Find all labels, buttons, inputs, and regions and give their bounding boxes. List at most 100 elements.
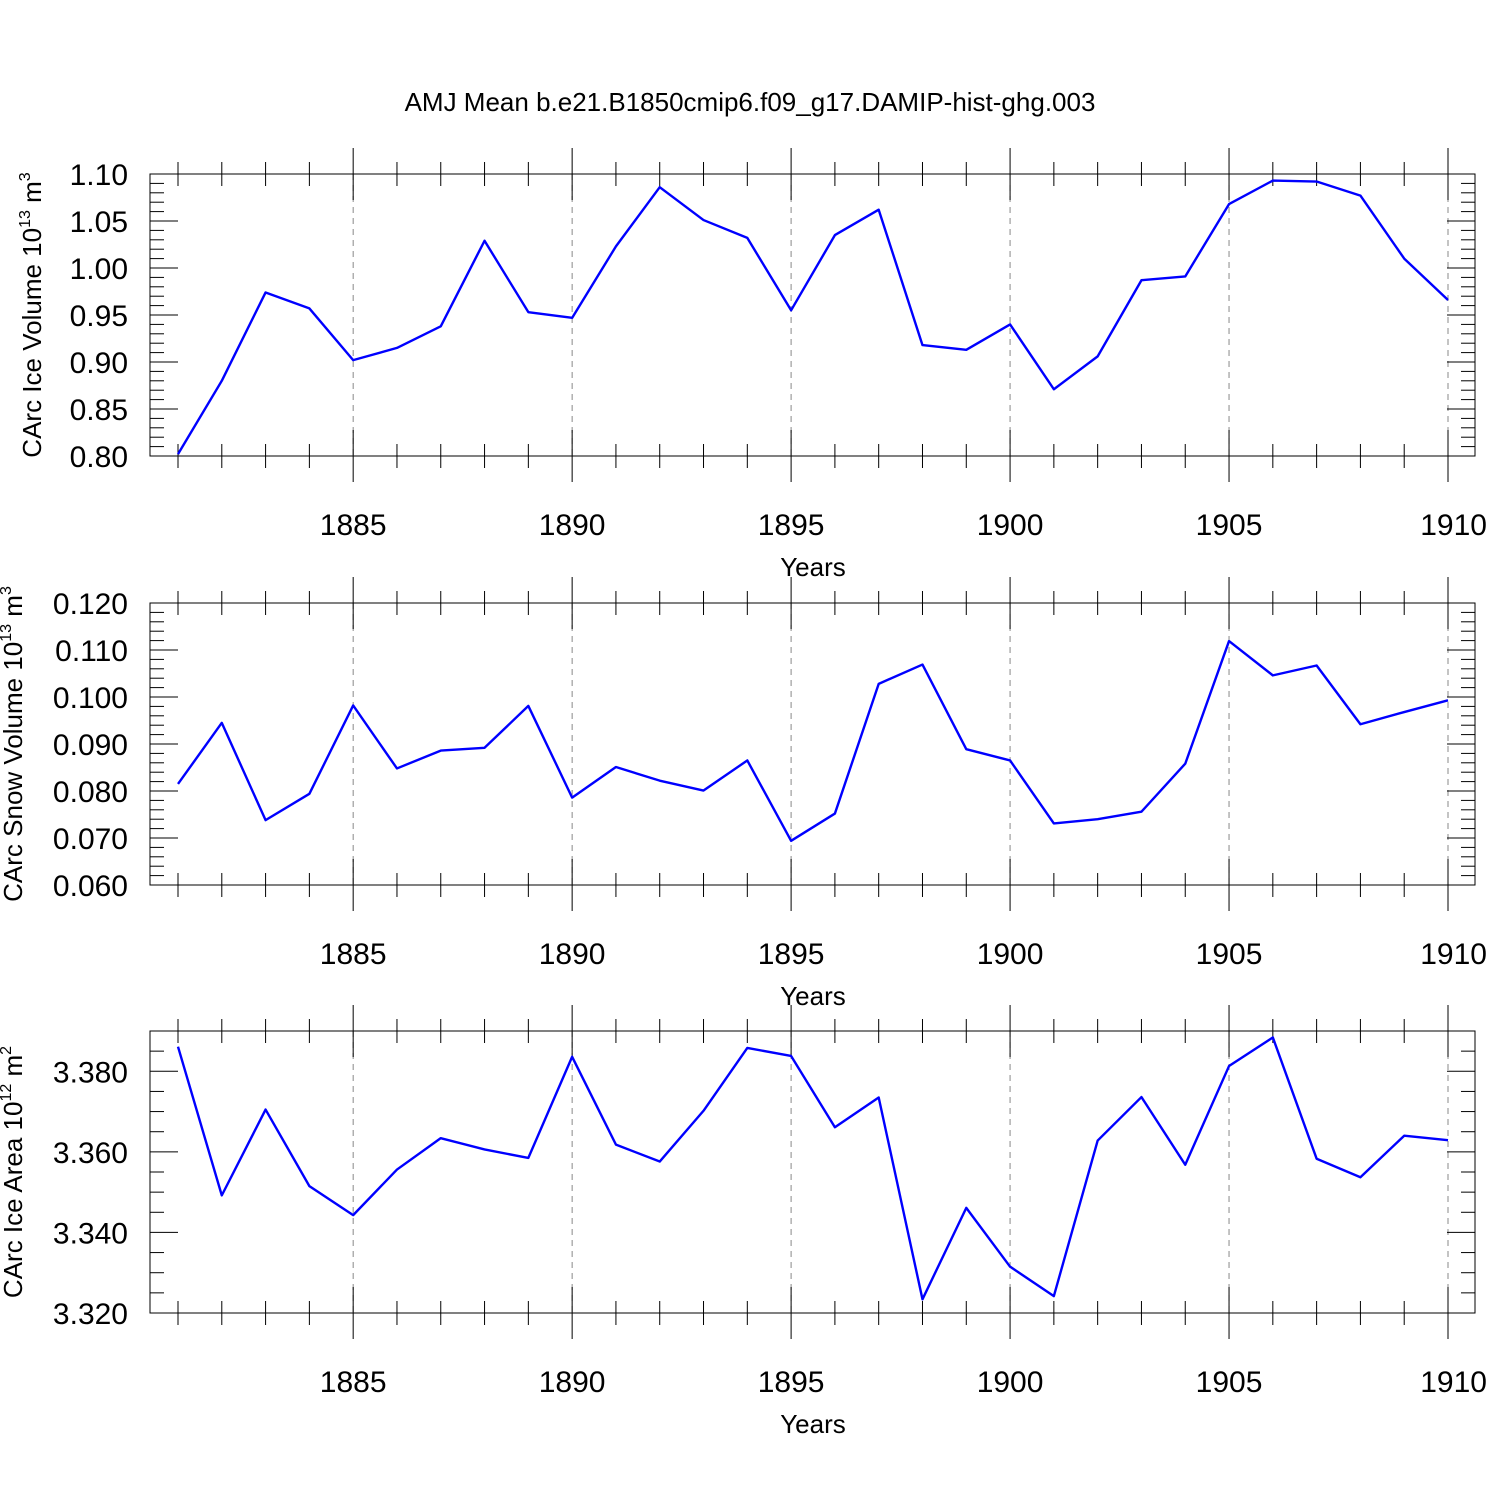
- data-point: [920, 1297, 924, 1301]
- data-point: [1183, 1163, 1187, 1167]
- x-tick-label: 1890: [539, 938, 606, 971]
- data-point: [1402, 257, 1406, 261]
- data-point: [1402, 1134, 1406, 1138]
- y-tick-label: 0.080: [53, 776, 128, 809]
- data-point: [439, 1136, 443, 1140]
- data-point: [220, 721, 224, 725]
- series-line: [177, 639, 1449, 843]
- data-point: [833, 812, 837, 816]
- data-point: [220, 1193, 224, 1197]
- data-point: [702, 789, 706, 793]
- x-tick-label: 1890: [539, 509, 606, 542]
- data-point: [395, 346, 399, 350]
- y-tick-label: 1.10: [70, 159, 128, 192]
- series-line: [176, 1036, 1449, 1301]
- data-point: [833, 1125, 837, 1129]
- data-point: [1008, 1265, 1012, 1269]
- data-point: [1227, 1064, 1231, 1068]
- data-point: [220, 379, 224, 383]
- data-point: [614, 765, 618, 769]
- data-point: [1402, 710, 1406, 714]
- x-tick-label: 1885: [320, 938, 387, 971]
- data-point: [351, 703, 355, 707]
- y-tick-label: 0.80: [70, 441, 128, 474]
- y-tick-label: 0.060: [53, 870, 128, 903]
- data-point: [526, 310, 530, 314]
- data-point: [351, 1213, 355, 1217]
- data-point: [789, 1054, 793, 1058]
- x-tick-label: 1885: [320, 509, 387, 542]
- data-point: [483, 746, 487, 750]
- y-tick-label: 0.95: [70, 300, 128, 333]
- y-tick-label: 3.320: [53, 1298, 128, 1331]
- data-point: [877, 1095, 881, 1099]
- chart-title: AMJ Mean b.e21.B1850cmip6.f09_g17.DAMIP-…: [405, 87, 1096, 117]
- data-point: [264, 1108, 268, 1112]
- y-tick-label: 0.120: [53, 588, 128, 621]
- data-point: [877, 682, 881, 686]
- data-point: [1052, 1294, 1056, 1298]
- data-point: [1096, 1139, 1100, 1143]
- data-point: [789, 308, 793, 312]
- data-point: [483, 1147, 487, 1151]
- data-point: [395, 1168, 399, 1172]
- data-point: [264, 818, 268, 822]
- data-point: [1096, 354, 1100, 358]
- x-axis-title: Years: [780, 552, 846, 582]
- data-point: [176, 782, 180, 786]
- data-point: [920, 343, 924, 347]
- data-point: [570, 796, 574, 800]
- data-point: [1315, 1157, 1319, 1161]
- x-tick-label: 1895: [758, 938, 825, 971]
- data-point: [439, 749, 443, 753]
- y-tick-label: 0.90: [70, 347, 128, 380]
- data-point: [745, 236, 749, 240]
- data-point: [1096, 817, 1100, 821]
- data-point: [877, 208, 881, 212]
- x-tick-label: 1900: [977, 1366, 1044, 1399]
- data-point: [745, 1046, 749, 1050]
- x-tick-label: 1905: [1196, 509, 1263, 542]
- y-tick-label: 3.360: [53, 1137, 128, 1170]
- data-point: [1358, 722, 1362, 726]
- data-point: [395, 766, 399, 770]
- data-point: [1446, 298, 1450, 302]
- x-tick-label: 1900: [977, 938, 1044, 971]
- x-tick-label: 1910: [1420, 938, 1487, 971]
- data-point: [658, 779, 662, 783]
- data-point: [1183, 762, 1187, 766]
- plot-frame: [149, 1030, 1476, 1314]
- data-point: [702, 1109, 706, 1113]
- x-axis-title: Years: [780, 981, 846, 1011]
- plot-frame: [149, 602, 1476, 886]
- data-point: [1358, 1175, 1362, 1179]
- data-point: [833, 233, 837, 237]
- x-tick-label: 1890: [539, 1366, 606, 1399]
- data-point: [1139, 278, 1143, 282]
- data-point: [614, 1143, 618, 1147]
- panel-snow-volume: 0.060 0.070 0.080 0.090 0.100 0.110 0.120 1885 1…: [0, 577, 1487, 1011]
- x-tick-label: 1905: [1196, 1366, 1263, 1399]
- y-tick-label: 0.070: [53, 823, 128, 856]
- x-axis-title: Years: [780, 1409, 846, 1439]
- x-tick-label: 1905: [1196, 938, 1263, 971]
- x-tick-label: 1910: [1420, 1366, 1487, 1399]
- data-point: [176, 452, 180, 456]
- y-tick-label: 0.100: [53, 682, 128, 715]
- data-point: [1271, 179, 1275, 183]
- data-point: [702, 218, 706, 222]
- data-point: [264, 290, 268, 294]
- panel-ice-area: 3.320 3.340 3.360 3.380 1885 1890 1895 1900 1905…: [0, 1005, 1487, 1439]
- data-point: [439, 324, 443, 328]
- data-point: [1052, 821, 1056, 825]
- y-tick-label: 0.85: [70, 394, 128, 427]
- y-tick-label: 0.110: [55, 635, 128, 668]
- y-tick-label: 1.00: [70, 253, 128, 286]
- data-point: [658, 185, 662, 189]
- data-point: [614, 244, 618, 248]
- data-point: [1227, 639, 1231, 643]
- y-tick-label: 0.090: [53, 729, 128, 762]
- panel-ice-volume: 0.80 0.85 0.90 0.95 1.00 1.05 1.10 1885 1890 1895…: [17, 148, 1487, 582]
- data-point: [176, 1045, 180, 1049]
- data-point: [964, 348, 968, 352]
